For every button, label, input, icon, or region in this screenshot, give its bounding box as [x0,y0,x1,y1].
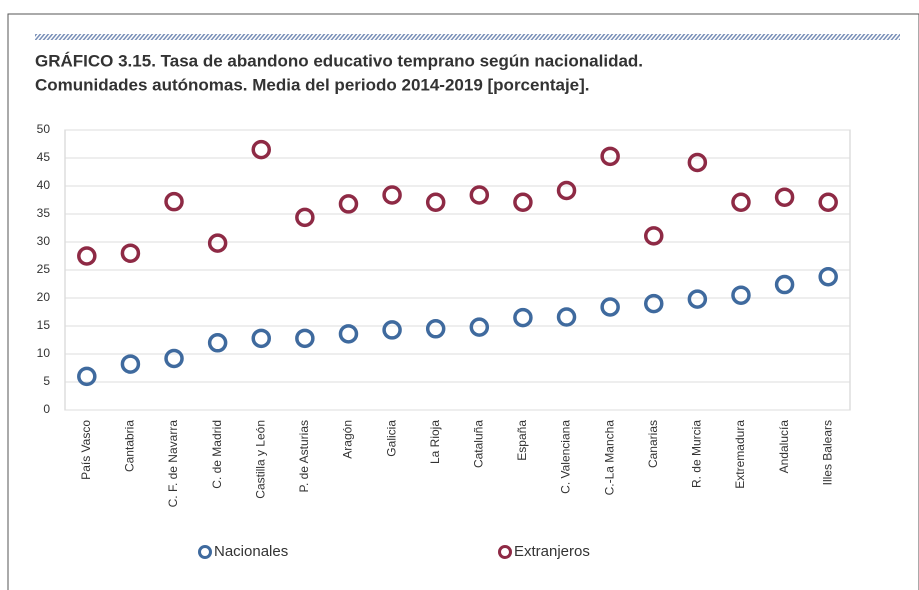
marker [469,317,490,337]
marker [644,226,664,246]
legend-marker [198,545,212,559]
x-tick-label: C. F. de Navarra [166,420,180,508]
marker [818,192,838,212]
marker [469,185,490,205]
x-tick-label: País Vasco [79,420,93,480]
marker [556,307,577,327]
marker [77,246,97,266]
marker [600,297,620,317]
marker [731,192,751,212]
legend-label: Extranjeros [514,543,590,560]
marker [644,293,664,314]
marker [77,366,97,387]
x-tick-label: La Rioja [428,420,442,464]
marker [687,289,708,309]
marker [338,194,359,214]
frame [7,13,919,590]
chart-title: GRÁFICO 3.15. Tasa de abandono educativo… [35,51,643,70]
x-tick-label: P. de Asturias [297,420,311,493]
chart-subtitle: Comunidades autónomas. Media del periodo… [35,75,590,94]
y-tick-label: 5 [43,374,50,388]
x-tick-label: C.-La Mancha [602,420,616,496]
x-tick-label: Cantabria [123,420,137,472]
y-tick-label: 15 [37,318,51,332]
decor-stripe [35,34,900,40]
marker [687,152,708,173]
x-tick-label: C. de Madrid [210,420,224,489]
marker [774,274,795,295]
x-tick-label: España [515,420,529,461]
marker [425,319,446,339]
marker [251,139,271,160]
marker [600,146,620,167]
marker [207,333,228,353]
marker [120,354,141,374]
marker [425,192,446,212]
x-tick-label: Canarias [646,420,660,468]
y-tick-label: 0 [43,402,50,416]
x-tick-label: Extremadura [733,420,747,489]
legend-marker [498,545,512,559]
marker [513,307,533,328]
x-tick-label: Aragón [341,420,355,459]
x-tick-label: Cataluña [471,420,485,468]
marker [120,243,141,263]
y-tick-label: 40 [37,178,51,192]
marker [164,348,184,369]
marker [556,180,577,201]
x-tick-label: Andalucía [777,420,791,474]
x-tick-label: R. de Murcia [690,420,704,488]
marker [818,266,838,287]
marker [164,191,184,212]
x-tick-label: Galicia [384,420,398,457]
x-tick-label: Castilla y León [253,420,267,499]
y-tick-label: 10 [37,346,51,360]
legend-label: Nacionales [214,543,288,560]
marker [382,185,402,205]
marker [251,328,271,349]
marker [295,328,315,349]
y-tick-label: 35 [37,206,51,220]
y-tick-label: 20 [37,290,51,304]
marker [295,207,315,228]
marker [338,324,359,344]
marker [382,320,402,340]
marker [731,285,751,305]
marker [513,192,533,212]
marker [774,187,795,207]
x-tick-label: Illes Balears [820,420,834,485]
y-tick-label: 25 [37,262,51,276]
y-tick-label: 50 [37,122,51,136]
y-tick-label: 45 [37,150,51,164]
marker [207,233,228,253]
x-tick-label: C. Valenciana [559,420,573,494]
y-tick-label: 30 [37,234,51,248]
